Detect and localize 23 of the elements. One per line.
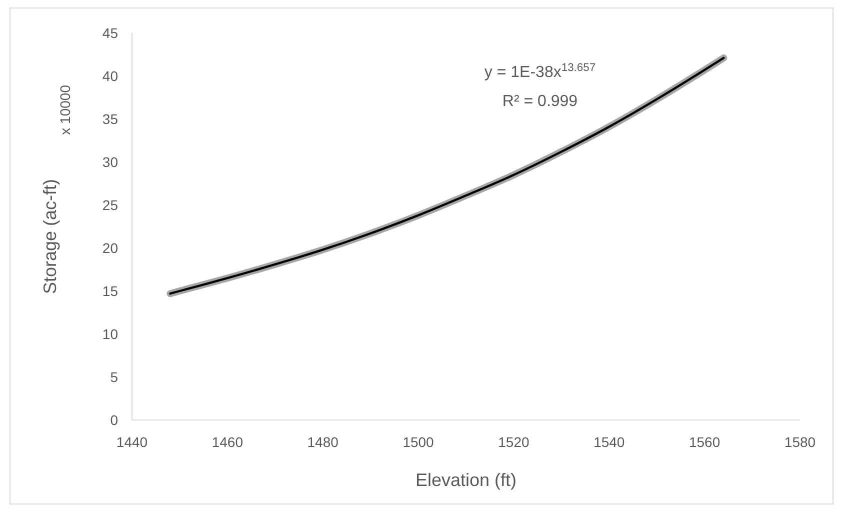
y-tick-label: 35 [102,110,118,127]
text: x 10000 [57,84,73,135]
x-tick-label: 1460 [212,434,244,450]
y-tick-label: 25 [102,196,118,213]
annotation: y = 1E-38x$^{13.657}$ [484,62,596,81]
x-tick-label: 1520 [498,434,530,450]
annotation: R² = 0.999 [502,93,578,110]
x-tick-label: 1540 [594,434,625,450]
y-tick-label: 10 [102,326,118,342]
x-tick-label: 1560 [688,434,720,450]
y-tick-label: 0 [110,412,118,428]
x-axis-title: Elevation (ft) [415,470,517,490]
y-tick-label: 30 [102,154,118,170]
y-tick-label: 45 [102,24,118,41]
y-tick-label: 40 [102,68,118,84]
x-tick-label: 1480 [307,434,339,450]
x-tick-label: 1440 [116,434,148,450]
y-tick-label: 15 [102,282,118,299]
x-tick-label: 1580 [784,434,816,450]
y-tick-label: 5 [110,368,118,385]
x-tick-label: 1500 [402,434,434,450]
y-axis-title: Storage (ac-ft) [40,178,60,294]
y-tick-label: 20 [102,240,118,256]
